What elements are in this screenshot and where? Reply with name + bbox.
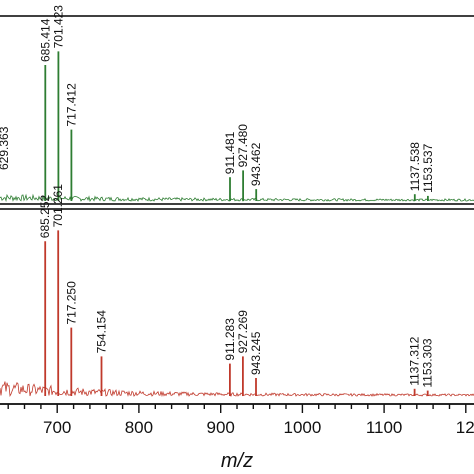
bottom-peak-label-8: 1153.303 bbox=[421, 338, 435, 387]
top-series: 685.414 701.423 717.412 911.481 927.480 943.4… bbox=[0, 5, 474, 203]
top-panel-frame bbox=[0, 15, 474, 205]
bottom-baseline-trace bbox=[0, 381, 474, 398]
top-peak-label-3: 911.481 bbox=[223, 131, 237, 174]
top-peak-label-6: 1137.538 bbox=[408, 142, 422, 191]
bottom-peak-label-6: 943.245 bbox=[249, 331, 263, 375]
top-panel: 685.414 701.423 717.412 911.481 927.480 943.4… bbox=[0, 5, 474, 205]
x-tick-label: 700 bbox=[43, 418, 71, 437]
bottom-panel: 685.252 701.261 717.250 754.154 911.283 927.2… bbox=[0, 184, 474, 405]
top-peak-label-7: 1153.537 bbox=[421, 143, 435, 192]
top-peak-label-5: 943.462 bbox=[249, 142, 263, 186]
top-baseline-trace bbox=[0, 193, 474, 203]
bottom-peak-label-7: 1137.312 bbox=[408, 336, 422, 385]
peak-label-partial: 629.363 bbox=[0, 126, 11, 170]
bottom-peak-label-0: 685.252 bbox=[38, 194, 52, 238]
top-peak-label-0: 685.414 bbox=[38, 18, 52, 62]
bottom-peak-label-1: 701.261 bbox=[51, 184, 65, 228]
x-tick-label: 900 bbox=[207, 418, 235, 437]
top-peak-label-1: 701.423 bbox=[51, 5, 65, 49]
bottom-series: 685.252 701.261 717.250 754.154 911.283 927.2… bbox=[0, 184, 474, 398]
top-peak-label-2: 717.412 bbox=[64, 83, 78, 127]
x-tick-label: 1000 bbox=[283, 418, 321, 437]
bottom-peak-label-5: 927.269 bbox=[236, 310, 250, 354]
top-peak-label-4: 927.480 bbox=[236, 124, 250, 168]
bottom-peak-label-4: 911.283 bbox=[223, 318, 237, 361]
x-tick-label: 1100 bbox=[366, 418, 403, 437]
x-tick-label: 800 bbox=[125, 418, 153, 437]
x-tick-label: 12 bbox=[456, 418, 474, 437]
x-axis: 700 800 900 1000 1100 12 bbox=[0, 403, 474, 437]
bottom-peak-label-3: 754.154 bbox=[95, 310, 109, 354]
bottom-peak-label-2: 717.250 bbox=[64, 281, 78, 325]
x-axis-title: m/z bbox=[221, 450, 253, 472]
